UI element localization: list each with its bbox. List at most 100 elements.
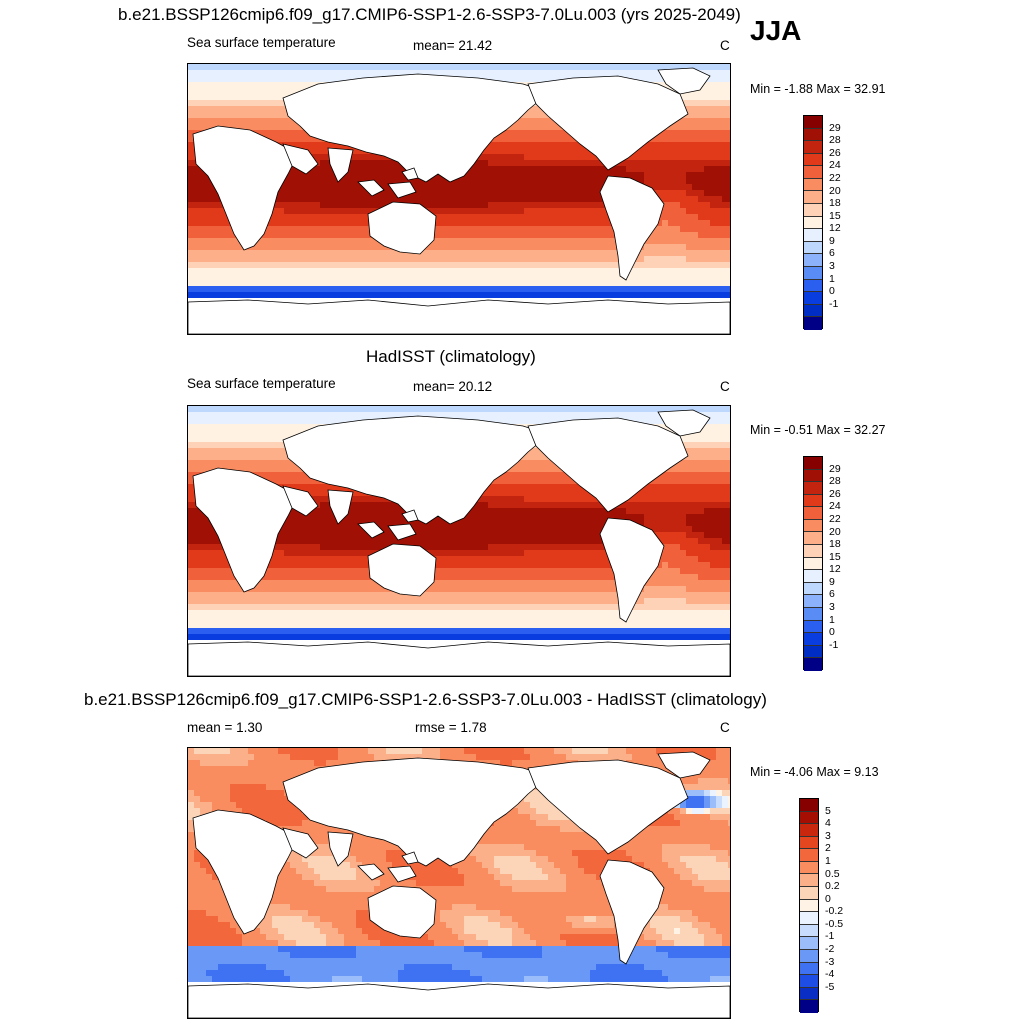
sst-field-cell — [236, 94, 242, 100]
sst-field-cell — [308, 478, 314, 484]
sst-field-cell — [566, 244, 572, 250]
sst-field-cell — [338, 184, 344, 190]
sst-field-cell — [368, 292, 374, 298]
sst-field-cell — [506, 250, 512, 256]
sst-field-cell — [272, 88, 278, 94]
sst-field-cell — [512, 418, 518, 424]
sst-field-cell — [674, 238, 680, 244]
sst-field-cell — [704, 166, 710, 172]
sst-field-cell — [530, 208, 536, 214]
sst-field-cell — [422, 274, 428, 280]
sst-field-cell — [482, 238, 488, 244]
sst-field-cell — [608, 280, 614, 286]
sst-field-cell — [656, 142, 662, 148]
sst-field-cell — [500, 418, 506, 424]
sst-field-cell — [302, 424, 308, 430]
sst-field-cell — [620, 172, 626, 178]
sst-field-cell — [350, 262, 356, 268]
sst-field-cell — [236, 442, 242, 448]
sst-field-cell — [380, 172, 386, 178]
sst-field-cell — [530, 64, 536, 70]
sst-field-cell — [566, 280, 572, 286]
sst-field-cell — [536, 268, 542, 274]
sst-field-cell — [722, 106, 728, 112]
sst-field-cell — [488, 208, 494, 214]
land-mass — [599, 175, 665, 281]
sst-field-cell — [452, 250, 458, 256]
sst-field-cell — [374, 286, 380, 292]
sst-field-cell — [518, 418, 524, 424]
sst-field-cell — [674, 190, 680, 196]
sst-field-cell — [680, 202, 686, 208]
sst-field-cell — [716, 190, 722, 196]
sst-field-cell — [536, 142, 542, 148]
sst-field-cell — [494, 256, 500, 262]
sst-field-cell — [374, 412, 380, 418]
sst-field-cell — [224, 106, 230, 112]
sst-field-cell — [260, 280, 266, 286]
sst-field-cell — [704, 94, 710, 100]
sst-field-cell — [356, 64, 362, 70]
sst-field-cell — [380, 262, 386, 268]
sst-field-cell — [374, 196, 380, 202]
sst-field-cell — [326, 178, 332, 184]
sst-field-cell — [356, 256, 362, 262]
sst-field-cell — [506, 238, 512, 244]
sst-field-cell — [194, 286, 200, 292]
sst-field-cell — [560, 202, 566, 208]
sst-field-cell — [692, 208, 698, 214]
sst-field-cell — [386, 412, 392, 418]
sst-field-cell — [434, 406, 440, 412]
sst-field-cell — [524, 454, 530, 460]
sst-field-cell — [530, 460, 536, 466]
sst-field-cell — [542, 274, 548, 280]
sst-field-cell — [470, 220, 476, 226]
sst-field-cell — [326, 250, 332, 256]
sst-field-cell — [482, 262, 488, 268]
sst-field-cell — [506, 490, 512, 496]
sst-field-cell — [440, 412, 446, 418]
sst-field-cell — [680, 244, 686, 250]
sst-field-cell — [368, 208, 374, 214]
sst-field-cell — [464, 286, 470, 292]
sst-field-cell — [698, 208, 704, 214]
sst-field-cell — [308, 250, 314, 256]
sst-field-cell — [356, 184, 362, 190]
sst-field-cell — [668, 148, 674, 154]
sst-field-cell — [710, 436, 716, 442]
sst-field-cell — [698, 124, 704, 130]
sst-field-cell — [704, 280, 710, 286]
sst-field-cell — [572, 64, 578, 70]
sst-field-cell — [476, 280, 482, 286]
sst-field-cell — [272, 100, 278, 106]
sst-field-cell — [584, 64, 590, 70]
sst-field-cell — [248, 268, 254, 274]
sst-field-cell — [662, 226, 668, 232]
sst-field-cell — [230, 466, 236, 472]
sst-field-cell — [698, 286, 704, 292]
sst-field-cell — [278, 130, 284, 136]
sst-field-cell — [710, 118, 716, 124]
sst-field-cell — [590, 220, 596, 226]
sst-field-cell — [494, 154, 500, 160]
sst-field-cell — [602, 244, 608, 250]
sst-field-cell — [536, 490, 542, 496]
sst-field-cell — [638, 148, 644, 154]
sst-field-cell — [596, 202, 602, 208]
sst-field-cell — [470, 178, 476, 184]
sst-field-cell — [590, 64, 596, 70]
sst-field-cell — [680, 250, 686, 256]
sst-field-cell — [404, 178, 410, 184]
sst-field-cell — [728, 448, 730, 454]
sst-field-cell — [698, 472, 704, 478]
sst-field-cell — [674, 148, 680, 154]
sst-field-cell — [500, 292, 506, 298]
sst-field-cell — [194, 280, 200, 286]
sst-field-cell — [650, 160, 656, 166]
sst-field-cell — [662, 214, 668, 220]
sst-field-cell — [596, 178, 602, 184]
sst-field-cell — [212, 232, 218, 238]
sst-field-cell — [638, 250, 644, 256]
sst-field-cell — [278, 466, 284, 472]
sst-field-cell — [296, 136, 302, 142]
